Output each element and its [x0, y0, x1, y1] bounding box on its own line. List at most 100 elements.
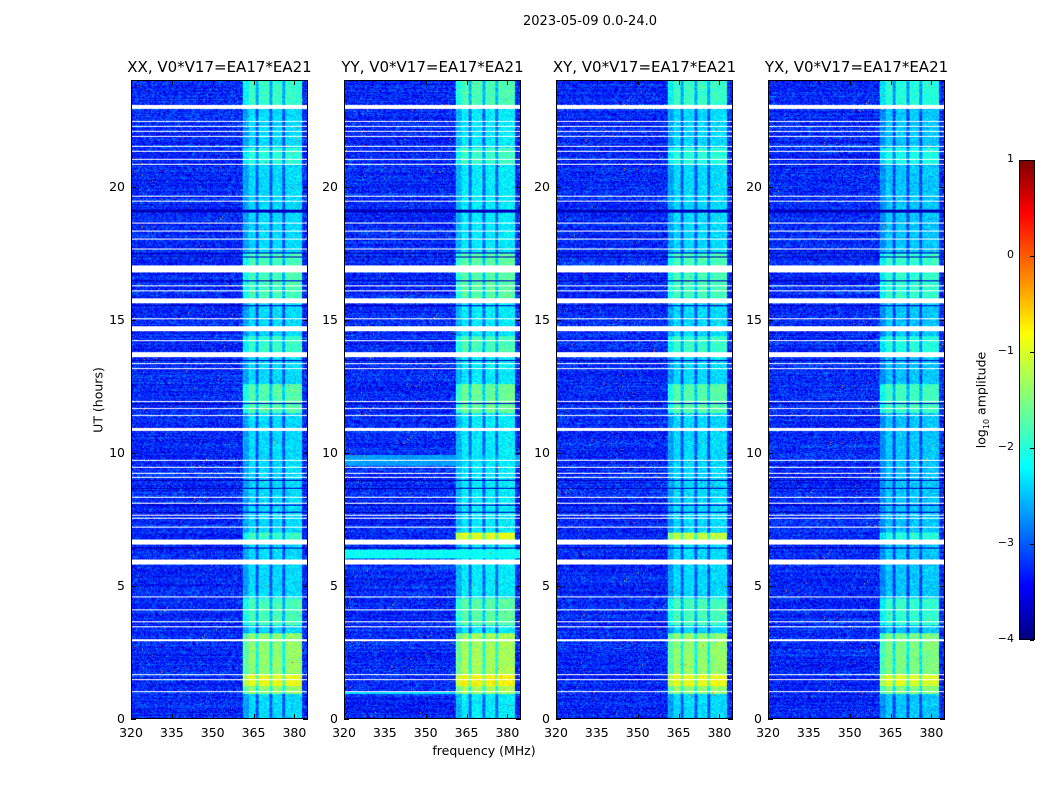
- y-tick-mark: [131, 585, 136, 587]
- x-tick-label: 380: [495, 725, 520, 740]
- colorbar-label: log10 amplitude: [973, 352, 991, 448]
- x-tick-mark: [344, 714, 345, 719]
- x-tick-mark: [171, 80, 173, 85]
- heatmap-panel: [556, 80, 733, 719]
- y-tick-mark: [728, 319, 733, 321]
- x-tick-mark: [294, 714, 296, 719]
- y-tick-mark: [768, 186, 773, 188]
- heatmap-image: [345, 81, 520, 718]
- colorbar-tick-label: 0: [1007, 248, 1014, 261]
- y-axis-label: UT (hours): [90, 367, 106, 433]
- y-tick-mark: [303, 452, 308, 454]
- y-tick-mark: [556, 719, 561, 720]
- colorbar-tick-mark: [1030, 448, 1034, 449]
- y-tick-mark: [516, 186, 521, 188]
- y-tick-mark: [344, 186, 349, 188]
- x-tick-label: 320: [119, 725, 143, 740]
- y-tick-mark: [303, 719, 308, 720]
- y-tick-mark: [516, 719, 521, 720]
- x-tick-mark: [808, 80, 810, 85]
- y-tick-mark: [728, 585, 733, 587]
- y-tick-mark: [131, 452, 136, 454]
- y-tick-label: 5: [754, 577, 762, 593]
- colorbar-tick-label: −4: [997, 632, 1014, 645]
- colorbar: [1019, 160, 1035, 640]
- x-tick-label: 365: [241, 725, 266, 740]
- colorbar-tick-label: −2: [997, 440, 1014, 453]
- x-tick-label: 380: [707, 725, 732, 740]
- x-tick-label: 380: [919, 725, 944, 740]
- y-tick-mark: [344, 719, 349, 720]
- x-tick-label: 365: [878, 725, 903, 740]
- x-tick-label: 380: [282, 725, 307, 740]
- x-tick-label: 350: [413, 725, 438, 740]
- y-tick-mark: [344, 452, 349, 454]
- y-tick-label: 20: [322, 178, 338, 194]
- heatmap-panel: [344, 80, 521, 719]
- y-tick-mark: [516, 585, 521, 587]
- x-tick-mark: [212, 80, 214, 85]
- y-tick-mark: [303, 186, 308, 188]
- colorbar-label-sub: 10: [981, 418, 991, 430]
- x-tick-mark: [596, 714, 598, 719]
- y-tick-mark: [131, 319, 136, 321]
- y-tick-mark: [940, 452, 945, 454]
- x-tick-mark: [637, 80, 639, 85]
- y-tick-mark: [303, 585, 308, 587]
- y-tick-mark: [556, 452, 561, 454]
- x-tick-label: 365: [454, 725, 479, 740]
- colorbar-tick-mark: [1030, 256, 1034, 257]
- x-tick-mark: [171, 714, 173, 719]
- x-tick-label: 320: [332, 725, 356, 740]
- x-tick-label: 365: [666, 725, 691, 740]
- x-tick-mark: [556, 714, 557, 719]
- x-tick-mark: [890, 80, 892, 85]
- y-tick-label: 20: [109, 178, 125, 194]
- x-tick-label: 320: [544, 725, 568, 740]
- x-tick-mark: [719, 80, 721, 85]
- x-tick-label: 350: [837, 725, 862, 740]
- x-tick-mark: [507, 714, 509, 719]
- colorbar-tick-mark: [1030, 160, 1034, 161]
- colorbar-tick-mark: [1030, 352, 1034, 353]
- y-tick-mark: [940, 186, 945, 188]
- y-tick-label: 20: [746, 178, 762, 194]
- figure-title: 2023-05-09 0.0-24.0: [523, 14, 657, 29]
- colorbar-tick-mark: [1030, 640, 1034, 641]
- x-tick-mark: [849, 714, 851, 719]
- x-tick-mark: [678, 80, 680, 85]
- heatmap-image: [557, 81, 732, 718]
- y-tick-mark: [516, 452, 521, 454]
- colorbar-label-rest: amplitude: [973, 351, 989, 419]
- y-tick-label: 10: [322, 444, 338, 460]
- x-tick-label: 320: [756, 725, 780, 740]
- y-tick-label: 10: [746, 444, 762, 460]
- y-tick-label: 15: [534, 311, 550, 327]
- x-tick-label: 335: [159, 725, 184, 740]
- x-tick-mark: [719, 714, 721, 719]
- y-tick-mark: [556, 585, 561, 587]
- panel-title: XX, V0*V17=EA17*EA21: [127, 58, 312, 76]
- y-tick-mark: [768, 585, 773, 587]
- y-tick-mark: [768, 719, 773, 720]
- x-axis-label: frequency (MHz): [432, 743, 536, 758]
- x-tick-label: 335: [372, 725, 397, 740]
- x-tick-mark: [931, 80, 933, 85]
- x-tick-label: 350: [625, 725, 650, 740]
- x-tick-mark: [294, 80, 296, 85]
- y-tick-label: 15: [746, 311, 762, 327]
- y-tick-mark: [131, 719, 136, 720]
- x-tick-mark: [849, 80, 851, 85]
- y-tick-mark: [344, 319, 349, 321]
- y-tick-label: 0: [330, 711, 338, 726]
- colorbar-tick-label: −3: [997, 536, 1014, 549]
- x-tick-mark: [466, 80, 468, 85]
- y-tick-mark: [131, 186, 136, 188]
- x-tick-mark: [678, 714, 680, 719]
- x-tick-label: 350: [200, 725, 225, 740]
- x-tick-mark: [596, 80, 598, 85]
- y-tick-mark: [556, 186, 561, 188]
- colorbar-tick-label: −1: [997, 344, 1014, 357]
- colorbar-tick-label: 1: [1007, 152, 1014, 165]
- x-tick-mark: [556, 80, 557, 85]
